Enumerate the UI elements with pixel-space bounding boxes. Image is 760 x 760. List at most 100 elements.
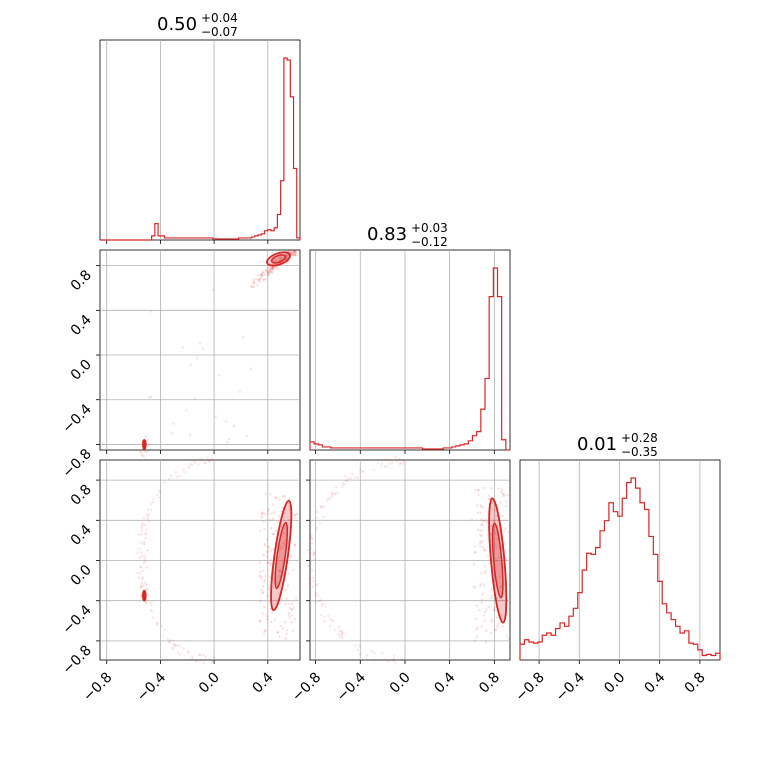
ring-point [173,643,176,647]
x-tick-label: −0.8 [513,670,548,705]
scatter-point [486,554,490,558]
scatter-point [286,254,289,257]
scatter-point [496,538,499,541]
scatter-point [255,277,258,281]
ring-point [394,455,397,459]
axes-2-2: −0.8 −0.4 0.0 0.4 0.8 [513,460,709,705]
scatter-point [507,530,511,534]
scatter-point [504,504,508,508]
ring-point [142,523,145,527]
ring-point [394,662,397,665]
y-tick-label: −0.4 [59,401,94,436]
title-plus-1: +0.03 [411,221,448,235]
scatter-point [293,513,296,517]
scatter-point [494,556,497,560]
ring-point [329,496,332,500]
scatter-point [479,540,482,543]
ring-point [182,468,185,471]
scatter-point [270,549,273,552]
scatter-point [266,268,269,272]
scatter-point [481,540,484,543]
ring-point [318,522,322,525]
scatter-point [479,533,482,537]
scatter-point [505,634,508,637]
scatter-point [271,517,275,521]
scatter-point [139,566,143,569]
ring-point [140,522,144,525]
ring-point [331,492,334,496]
scatter-point [145,566,148,569]
scatter-point [480,572,483,575]
scatter-point [484,571,487,575]
scatter-point [258,280,261,283]
scatter-point [283,495,286,498]
scatter-point [479,511,482,514]
scatter-point [266,550,269,554]
ring-point [334,492,337,496]
scatter-point [497,487,500,490]
scatter-point [481,593,484,596]
scatter-point [280,546,284,549]
ring-point [140,582,144,585]
ring-point [172,639,175,642]
ring-point [360,470,364,473]
ring-point [402,459,406,463]
scatter-point [274,529,278,532]
y-tick-label: −0.4 [59,602,94,637]
ring-point [381,462,384,466]
scatter-point [269,527,273,530]
scatter-point [261,591,264,594]
ring-point [191,656,194,660]
scatter-point [284,539,287,543]
scatter-point [290,554,293,557]
scatter-point [138,450,142,454]
scatter-point [262,553,265,557]
scatter-point [276,521,280,524]
scatter-point [489,597,493,600]
scatter-point [493,628,497,632]
x-tick-label: 0.0 [601,670,628,697]
scatter-point [473,545,477,548]
ring-point [321,504,324,508]
ring-point [138,533,141,537]
ring-point [141,569,145,573]
scatter-point [148,396,151,399]
scatter-point [256,274,260,277]
ring-point [331,494,334,498]
ring-point [137,576,141,579]
ring-point [365,653,369,657]
scatter-point [147,449,150,453]
x-tick-label: 0.4 [641,669,668,696]
ring-point [315,510,319,514]
scatter-point [480,505,483,508]
scatter-point [293,516,297,519]
ring-point [338,636,342,639]
ring-point [145,513,148,517]
scatter-point [145,588,149,591]
scatter-point [279,570,282,573]
scatter-point [224,420,227,423]
scatter-point [480,598,484,601]
axes-0-0 [106,40,269,244]
ring-point [339,630,343,633]
title-param-0: 0.50 +0.04 −0.07 [157,11,238,39]
scatter-point [288,606,292,610]
ring-point [341,637,344,640]
scatter-point [293,249,296,252]
scatter-point [278,498,281,501]
scatter-point [278,569,281,573]
ring-point [173,643,176,646]
ring-point [349,477,353,480]
scatter-point [273,618,277,621]
scatter-point [293,254,296,257]
scatter-point [258,619,262,623]
scatter-point [292,250,296,253]
ring-point [152,616,155,619]
ring-point [204,655,207,658]
scatter-point [258,561,262,564]
scatter-point [146,549,149,552]
scatter-point [288,518,291,522]
scatter-point [290,607,294,611]
scatter-point [278,514,281,518]
